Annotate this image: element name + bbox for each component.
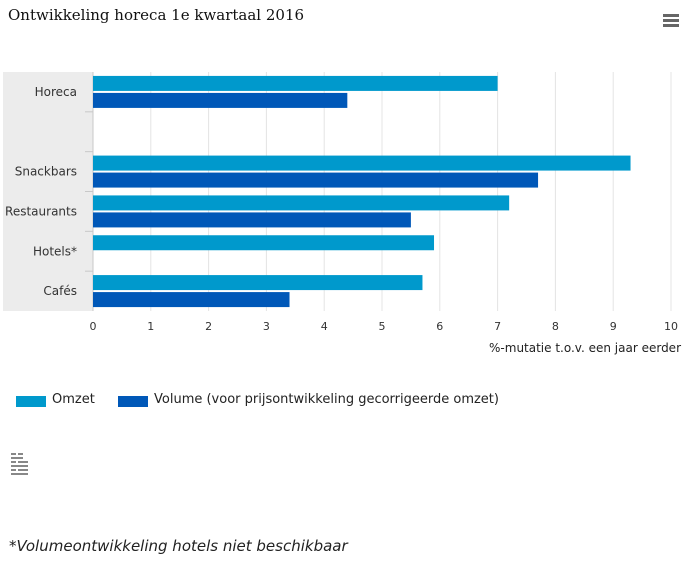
x-tick-label: 9: [610, 320, 617, 333]
category-axis-background: [3, 72, 93, 311]
bar-volume: [93, 292, 290, 308]
x-tick-label: 5: [379, 320, 386, 333]
x-tick-label: 2: [205, 320, 212, 333]
x-tick-label: 4: [321, 320, 328, 333]
category-label: Snackbars: [15, 165, 77, 179]
category-label: Restaurants: [5, 204, 77, 218]
chart-title: Ontwikkeling horeca 1e kwartaal 2016: [8, 6, 305, 24]
bar-volume: [93, 92, 348, 108]
bar-omzet: [93, 195, 510, 211]
x-tick-label: 0: [90, 320, 97, 333]
bar-omzet: [93, 75, 498, 91]
x-tick-label: 1: [147, 320, 154, 333]
x-tick-label: 6: [436, 320, 443, 333]
footnote: *Volumeontwikkeling hotels niet beschikb…: [9, 537, 348, 555]
category-label: Horeca: [35, 85, 77, 99]
category-label: Cafés: [43, 284, 77, 298]
legend-label: Omzet: [52, 392, 95, 407]
bar-volume: [93, 172, 539, 188]
x-tick-label: 7: [494, 320, 501, 333]
legend-label: Volume (voor prijsontwikkeling gecorrige…: [154, 392, 499, 407]
x-tick-label: 3: [263, 320, 270, 333]
cbs-logo-icon: [11, 453, 28, 475]
bar-chart: Horeca Snackbars Restaurants Hotels* Cafés 0…: [3, 72, 681, 355]
bar-volume: [93, 212, 411, 228]
bar-omzet: [93, 275, 423, 291]
x-tick-label: 10: [664, 320, 678, 333]
x-tick-label: 8: [552, 320, 559, 333]
bar-omzet: [93, 155, 631, 171]
bar-omzet: [93, 235, 435, 251]
hamburger-menu-icon[interactable]: [660, 12, 682, 30]
legend-swatch: [16, 396, 46, 407]
category-label: Hotels*: [33, 244, 77, 258]
x-axis-label: %-mutatie t.o.v. een jaar eerder: [489, 341, 681, 355]
legend-swatch: [118, 396, 148, 407]
